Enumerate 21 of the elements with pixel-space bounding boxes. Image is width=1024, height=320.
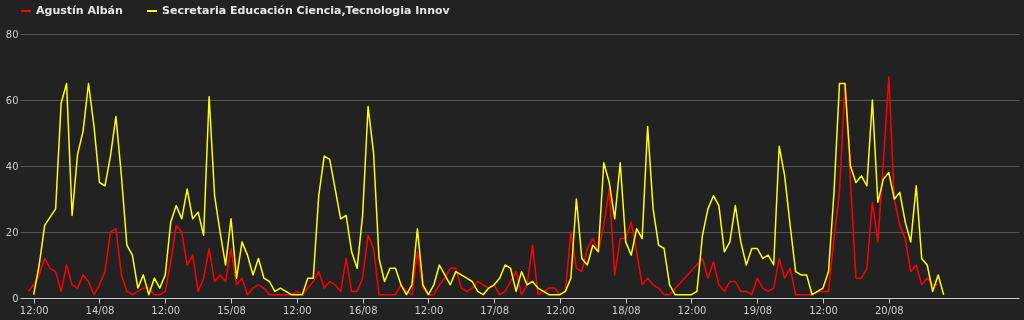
x-tick-label: 12:00 [546, 304, 575, 316]
x-tick-label: 12:00 [151, 304, 181, 316]
x-tick-label: 16/08 [348, 304, 378, 316]
y-tick-label: 80 [5, 28, 19, 40]
x-tick-label: 12:00 [414, 304, 444, 316]
x-tick-label: 14/08 [85, 304, 115, 316]
x-tick-label: 12:00 [809, 304, 838, 316]
legend-label: Secretaria Educación Ciencia,Tecnologia Innov [162, 4, 451, 17]
y-tick-label: 60 [5, 94, 19, 106]
x-tick-label: 12:00 [19, 304, 49, 316]
x-tick-label: 15/08 [217, 304, 246, 316]
y-tick-label: 20 [5, 226, 19, 238]
y-tick-label: 0 [12, 292, 19, 304]
x-tick-label: 20/08 [874, 304, 904, 316]
x-tick-label: 19/08 [743, 304, 773, 316]
legend-label: Agustín Albán [36, 4, 123, 17]
x-tick-label: 17/08 [480, 304, 510, 316]
x-tick-label: 12:00 [677, 304, 707, 316]
x-tick-label: 18/08 [611, 304, 641, 316]
x-tick-label: 12:00 [282, 304, 312, 316]
y-tick-label: 40 [5, 160, 19, 172]
